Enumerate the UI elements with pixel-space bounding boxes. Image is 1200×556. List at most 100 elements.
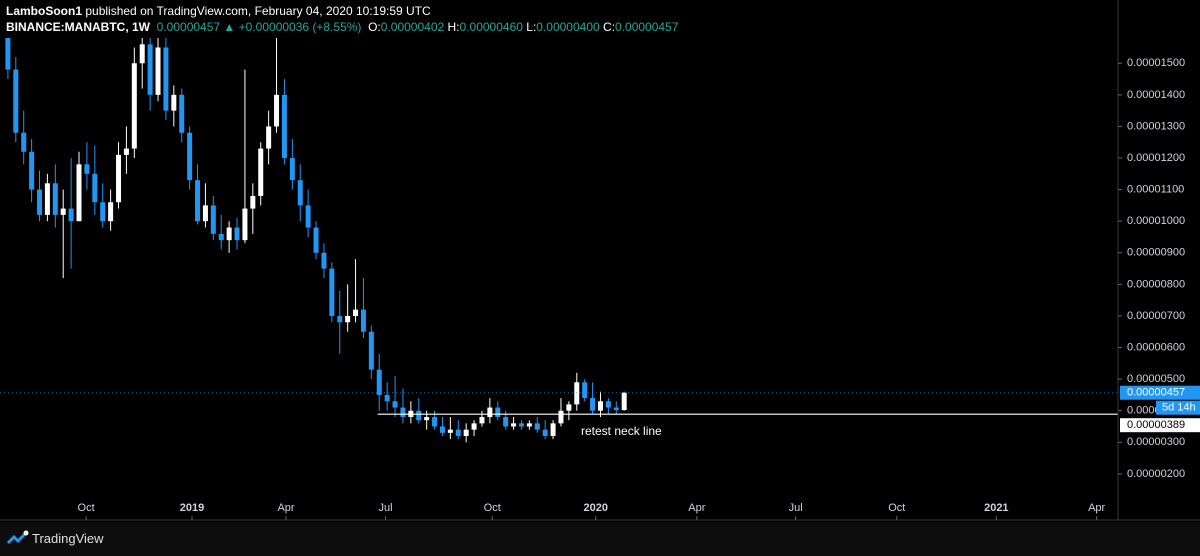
x-tick-label: Jul	[379, 502, 393, 514]
change: +0.00000036 (+8.55%)	[238, 20, 362, 34]
candle-body	[60, 208, 66, 215]
published: published on TradingView.com, February 0…	[85, 4, 431, 18]
candle-body	[139, 44, 145, 64]
candle-body	[179, 94, 185, 133]
candle-body	[360, 309, 366, 332]
y-tick-label: 0.00001100	[1127, 184, 1184, 196]
ohlc-key: L:	[526, 20, 537, 34]
candle-body	[242, 208, 248, 241]
candle-body	[13, 69, 19, 133]
candle-body	[195, 180, 201, 222]
y-tick-label: 0.00001000	[1127, 215, 1185, 227]
candle-body	[392, 401, 398, 408]
ohlc-value: 0.00000460	[459, 20, 523, 34]
candle-body	[108, 202, 114, 222]
candle-body	[432, 417, 438, 427]
y-tick-label: 0.00001500	[1127, 57, 1185, 69]
candle-body	[37, 189, 43, 215]
y-tick-label: 0.00000300	[1127, 436, 1185, 448]
candle-body	[479, 417, 485, 424]
candle-body	[463, 429, 469, 436]
candle-body	[305, 205, 311, 228]
candle-body	[416, 410, 422, 421]
candle-body	[131, 63, 137, 149]
candle-body	[400, 407, 406, 418]
countdown-tag	[1156, 400, 1200, 415]
candle-body	[84, 164, 90, 174]
x-tick-label: Apr	[277, 502, 294, 514]
candle-body	[503, 417, 509, 427]
level-label: 0.00000389	[1127, 419, 1185, 431]
header: LamboSoon1 published on TradingView.com,…	[6, 3, 678, 35]
candle-body	[234, 227, 240, 241]
y-tick-label: 0.00000900	[1127, 247, 1185, 259]
y-tick-label: 0.00000500	[1127, 373, 1185, 385]
candle-body	[21, 132, 27, 152]
candle-body	[345, 315, 351, 323]
candle-body	[621, 392, 627, 411]
x-tick-label: 2021	[984, 502, 1008, 514]
y-tick-label: 0.00000700	[1127, 310, 1185, 322]
countdown-label: 5d 14h	[1162, 402, 1196, 414]
x-tick-label: Oct	[78, 502, 95, 514]
candle-body	[329, 268, 335, 316]
candle-body	[321, 252, 327, 269]
author: LamboSoon1	[6, 4, 83, 18]
candle-body	[495, 407, 501, 418]
candle-body	[163, 47, 169, 111]
level-tag	[1120, 418, 1200, 433]
plot-area: retest neck line	[0, 38, 1118, 443]
ohlc-value: 0.00000402	[380, 20, 445, 34]
candle-body	[250, 195, 256, 209]
candle-body	[123, 148, 129, 155]
y-tick-label: 0.00001400	[1127, 89, 1185, 101]
x-tick-label: Oct	[888, 502, 905, 514]
candle-body	[439, 426, 445, 433]
candle-body	[76, 164, 82, 222]
last-price-label: 0.00000457	[1127, 387, 1185, 399]
symbol-line: BINANCE:MANABTC, 1W 0.00000457 ▲ +0.0000…	[6, 19, 678, 35]
candle-body	[274, 94, 280, 127]
ohlc-key: H:	[447, 20, 460, 34]
candle-body	[187, 132, 193, 181]
footer: TradingView	[0, 522, 1200, 556]
y-tick-label: 0.00001200	[1127, 152, 1185, 164]
ohlc-value: 0.00000400	[536, 20, 600, 34]
candle-body	[258, 148, 264, 196]
candle-body	[574, 382, 580, 405]
candle-body	[337, 315, 343, 323]
x-tick-label: Oct	[484, 502, 501, 514]
ohlc-key: C:	[603, 20, 616, 34]
candle-body	[147, 44, 153, 95]
candle-body	[266, 126, 272, 149]
candle-body	[100, 202, 106, 222]
ohlc: O:0.00000402 H:0.00000460 L:0.00000400 C…	[368, 20, 678, 34]
candle-body	[210, 205, 216, 234]
candle-body	[550, 423, 556, 436]
candle-body	[605, 401, 611, 408]
candle-body	[526, 423, 532, 427]
x-tick-label: Apr	[688, 502, 705, 514]
candle-body	[313, 227, 319, 253]
ohlc-value: 0.00000457	[615, 20, 679, 34]
candle-body	[384, 394, 390, 402]
candle-body	[289, 158, 295, 181]
candle-body	[202, 205, 208, 222]
logo	[6, 530, 29, 545]
candle-body	[44, 183, 50, 215]
candle-body	[226, 227, 232, 241]
candle-body	[353, 309, 359, 316]
candle-body	[5, 38, 11, 70]
candle-body	[455, 429, 461, 436]
candle-body	[155, 47, 161, 95]
candle-body	[29, 151, 35, 190]
candle-body	[582, 382, 588, 399]
last-price-tag	[1120, 385, 1200, 400]
y-tick-label: 0.00001300	[1127, 120, 1185, 132]
arrow: ▲	[223, 20, 236, 34]
candle-body	[92, 173, 98, 203]
candle-body	[281, 94, 287, 159]
symbol: BINANCE:MANABTC, 1W	[6, 20, 150, 34]
candle-body	[534, 423, 540, 430]
x-tick-label: Jul	[789, 502, 803, 514]
